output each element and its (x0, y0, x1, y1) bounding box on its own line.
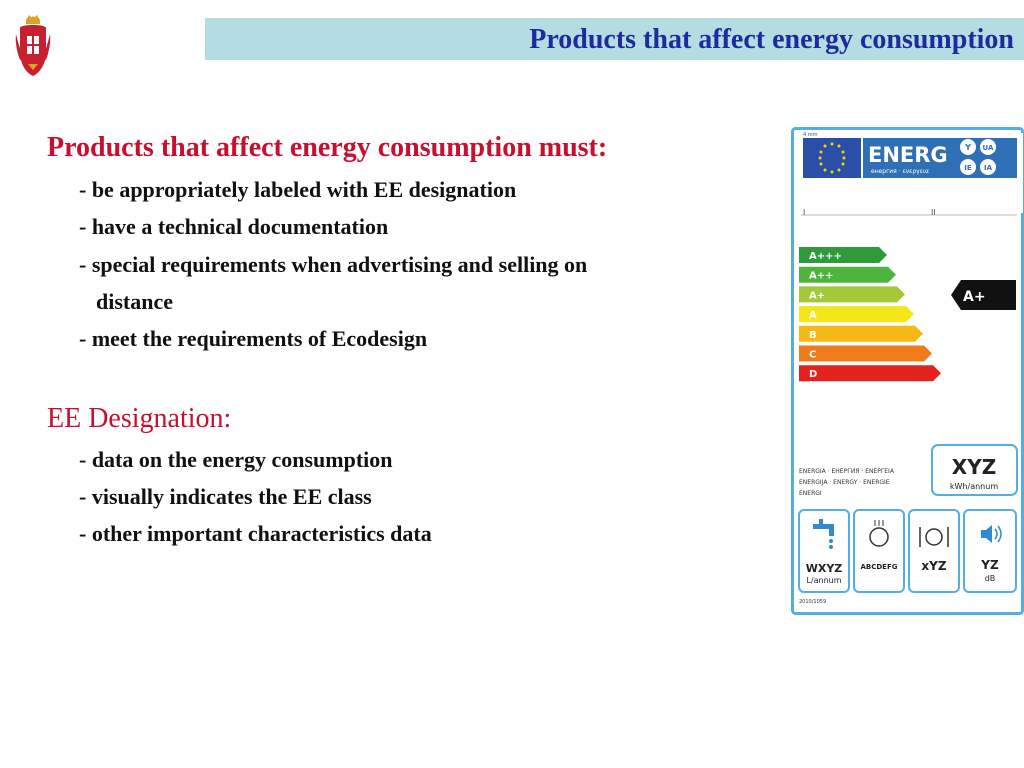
page-title: Products that affect energy consumption (529, 24, 1014, 55)
energy-class-arrow (799, 266, 896, 283)
energy-class-label: C (809, 350, 816, 361)
energy-words-line: ENERGIJA · ENERGY · ENERGIE (799, 479, 890, 486)
lang-code: Y (964, 143, 971, 152)
energy-class-arrow (799, 286, 905, 303)
energy-class-arrow (799, 345, 932, 362)
bullet-item: - data on the energy consumption (79, 447, 393, 472)
bullet-item: - visually indicates the EE class (79, 484, 372, 509)
energy-class-arrow (799, 247, 887, 263)
noise-unit: dB (985, 574, 996, 583)
energy-class-label: B (809, 330, 817, 341)
energy-class-arrow (799, 306, 914, 323)
energy-class-label: A++ (809, 271, 834, 282)
model-mark: II (931, 208, 936, 217)
title-bar: Products that affect energy consumption (205, 18, 1024, 60)
energy-class-label: D (809, 369, 817, 380)
coat-of-arms-logo (14, 14, 52, 78)
water-unit: L/annum (806, 576, 841, 585)
bullet-item-continuation: distance (96, 289, 173, 314)
regulation-number: 2010/1059 (799, 599, 826, 605)
current-class-indicator: A+ (951, 280, 1016, 310)
noise-value: YZ (980, 558, 999, 572)
energy-words-line: ENERGIA · ЕНЕРГИЯ · ΕΝΕΡΓΕΙΑ (799, 468, 895, 475)
bullet-item: - special requirements when advertising … (79, 252, 588, 277)
energy-class-arrow (799, 325, 923, 342)
place-settings-value: xYZ (921, 559, 946, 573)
energy-class-scale: A+++ A++ A+ ABCD (799, 247, 941, 382)
consumption-value: XYZ (952, 455, 996, 479)
supplier-mark: I (803, 208, 805, 217)
noise-speaker-icon (981, 525, 1002, 543)
current-class-label: A+ (963, 289, 986, 305)
water-value: WXYZ (806, 562, 843, 575)
lang-code: IA (984, 164, 993, 172)
energy-class-label: A+ (809, 290, 825, 301)
lang-code: IE (964, 164, 972, 172)
drying-class-value: ABCDEFG (860, 563, 897, 571)
label-subtitle: енергия · ενεργεια (871, 168, 929, 175)
bullet-item: - have a technical documentation (79, 214, 389, 239)
lang-code: UA (983, 144, 994, 152)
section-heading-requirements: Products that affect energy consumption … (47, 132, 608, 163)
bullet-item: - meet the requirements of Ecodesign (79, 326, 428, 351)
eu-flag-icon (803, 138, 861, 178)
section-heading-ee-designation: EE Designation: (47, 403, 232, 434)
place-settings-icon (919, 527, 949, 547)
drying-plate-icon (869, 520, 889, 547)
energy-class-label: A (809, 310, 817, 321)
water-tap-icon (813, 519, 834, 549)
energy-class-label: A+++ (809, 251, 842, 262)
label-top-note: 4 mm (803, 132, 818, 138)
energy-words-line: ENERGI (799, 490, 822, 497)
energy-class-arrow (799, 365, 941, 382)
energy-label-image: 4 mm ENERG енергия · ενεργεια Y UA IE IA… (791, 127, 1024, 615)
bullet-item: - be appropriately labeled with EE desig… (79, 177, 517, 202)
bullet-item: - other important characteristics data (79, 521, 432, 546)
consumption-unit: kWh/annum (950, 482, 998, 491)
label-brand: ENERG (868, 143, 948, 167)
